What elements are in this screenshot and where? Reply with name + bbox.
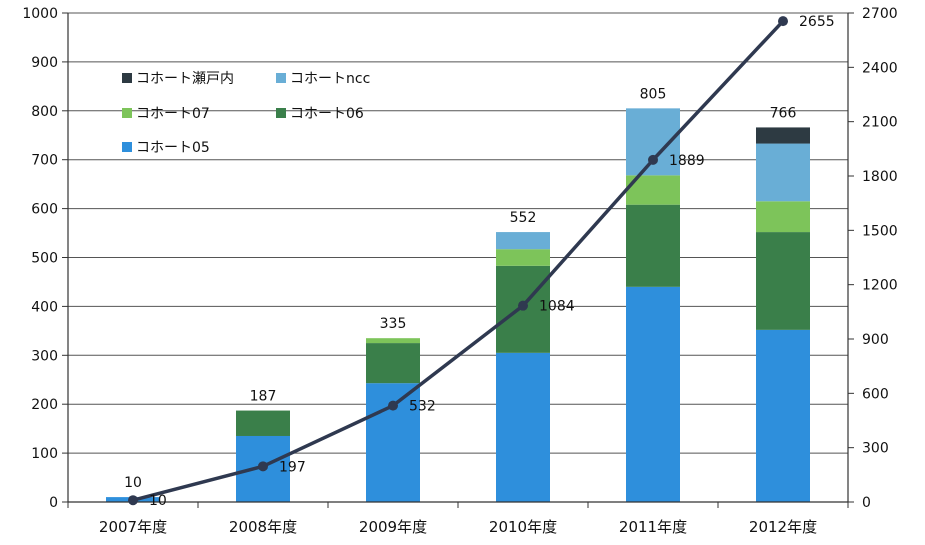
x-tick-label: 2012年度	[749, 518, 817, 536]
bar-segment	[756, 127, 810, 144]
line-value-label: 532	[409, 399, 436, 415]
x-tick-label: 2010年度	[489, 518, 557, 536]
x-tick-label: 2009年度	[359, 518, 427, 536]
line-series	[132, 19, 785, 502]
bar-total-label: 335	[380, 316, 407, 332]
legend-label: コホート07	[136, 106, 210, 122]
y-right-tick-label: 2700	[862, 6, 898, 22]
bar-segment	[496, 352, 550, 502]
y-right-tick-label: 0	[862, 495, 871, 511]
y-left-tick-label: 900	[31, 55, 58, 71]
y-left-tick-label: 700	[31, 153, 58, 169]
y-right-tick-label: 900	[862, 332, 889, 348]
bar-total-label: 187	[250, 389, 277, 405]
bar-segment	[756, 329, 810, 502]
bar-total-label: 805	[640, 86, 667, 102]
bar-segment	[496, 249, 550, 266]
legend-label: コホート瀬戸内	[136, 71, 234, 87]
y-right-tick-label: 1800	[862, 169, 898, 185]
bar-total-label: 552	[510, 210, 537, 226]
bar-segment	[366, 343, 420, 384]
x-tick-label: 2008年度	[229, 518, 297, 536]
legend-swatch	[122, 73, 132, 83]
legend-swatch	[276, 73, 286, 83]
y-right-tick-label: 1200	[862, 278, 898, 294]
y-left-tick-label: 1000	[22, 6, 58, 22]
x-tick-label: 2007年度	[99, 518, 167, 536]
y-left-tick-label: 800	[31, 104, 58, 120]
y-right-tick-label: 2400	[862, 60, 898, 76]
legend: コホート瀬戸内 コホートncc コホート07 コホート06 コホート05	[122, 71, 370, 156]
legend-swatch	[122, 142, 132, 152]
legend-swatch	[276, 108, 286, 118]
line-point	[388, 400, 398, 411]
line-point	[778, 16, 788, 27]
legend-label: コホート05	[136, 140, 210, 156]
bar-segment	[756, 201, 810, 233]
legend-swatch	[122, 108, 132, 118]
y-left-tick-label: 300	[31, 348, 58, 364]
line-value-label: 1084	[539, 299, 575, 315]
bar-segment	[366, 338, 420, 344]
line-value-label: 2655	[799, 14, 835, 30]
gridlines	[68, 12, 848, 454]
data-labels: 10 187 335 552 805 766 10 197 532 1084 1889 2655	[124, 14, 835, 509]
bar-total-label: 766	[770, 105, 797, 121]
y-left-tick-label: 200	[31, 397, 58, 413]
line-point	[648, 154, 658, 165]
bar-total-label: 10	[124, 475, 142, 491]
bar-segment	[626, 204, 680, 287]
y-right-tick-label: 1500	[862, 223, 898, 239]
line-value-label: 1889	[669, 153, 705, 169]
y-left-tick-label: 400	[31, 299, 58, 315]
y-left-tick-label: 100	[31, 446, 58, 462]
bar-segment	[626, 286, 680, 502]
bar-segment	[756, 232, 810, 330]
line-value-label: 197	[279, 459, 306, 475]
bar-segment	[756, 143, 810, 202]
line-point	[128, 495, 138, 506]
line-point	[518, 300, 528, 311]
legend-label: コホートncc	[290, 71, 370, 87]
line-value-label: 10	[149, 493, 167, 509]
axes: 0 100 200 300 400 500 600 700 800 900 1000 0 300 600 9…	[22, 6, 897, 536]
y-left-tick-label: 500	[31, 251, 58, 267]
y-left-tick-label: 0	[49, 495, 58, 511]
legend-label: コホート06	[290, 106, 364, 122]
bar-segment	[236, 410, 290, 436]
y-right-tick-label: 600	[862, 386, 889, 402]
y-left-tick-label: 600	[31, 202, 58, 218]
x-tick-label: 2011年度	[619, 518, 687, 536]
cumulative-line	[128, 16, 788, 506]
y-right-tick-label: 300	[862, 441, 889, 457]
y-right-tick-label: 2100	[862, 115, 898, 131]
line-point	[258, 461, 268, 472]
bar-segment	[496, 232, 550, 250]
